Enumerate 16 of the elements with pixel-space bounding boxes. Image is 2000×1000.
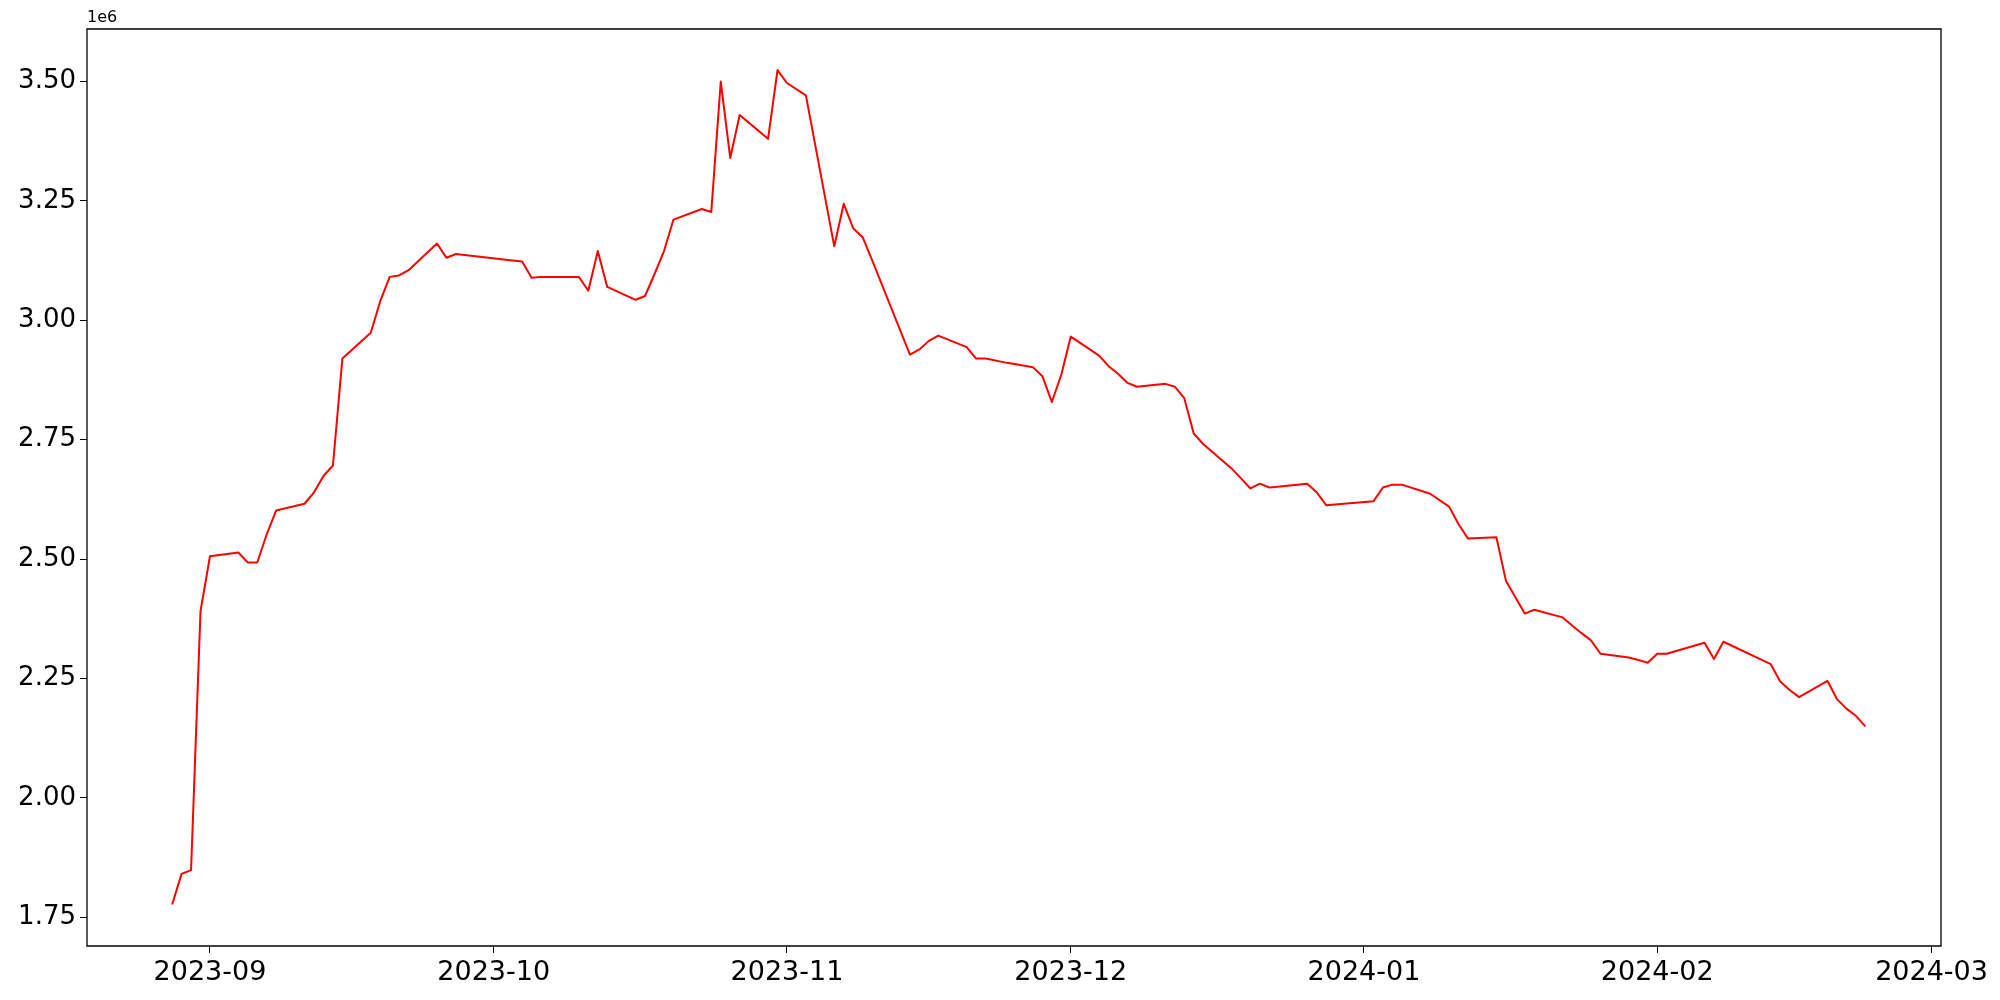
x-tick-label: 2023-12 — [1014, 955, 1128, 987]
y-tick-label: 2.25 — [18, 661, 76, 692]
y-tick-label: 3.25 — [18, 183, 76, 214]
x-tick-label: 2024-01 — [1307, 955, 1421, 987]
text: 1e6 — [87, 7, 118, 27]
y-tick-label: 2.00 — [18, 780, 76, 811]
y-tick-label: 3.50 — [18, 64, 76, 95]
x-tick-label: 2024-03 — [1875, 955, 1988, 987]
y-tick-label: 2.75 — [18, 422, 76, 453]
y-tick-label: 2.50 — [18, 541, 76, 572]
x-tick-label: 2024-02 — [1600, 955, 1714, 987]
y-tick-label: 1.75 — [18, 900, 76, 931]
x-tick-label: 2023-09 — [153, 955, 267, 987]
x-tick-label: 2023-10 — [437, 955, 551, 987]
x-tick-label: 2023-11 — [730, 955, 844, 987]
y-tick-label: 3.00 — [18, 303, 76, 334]
